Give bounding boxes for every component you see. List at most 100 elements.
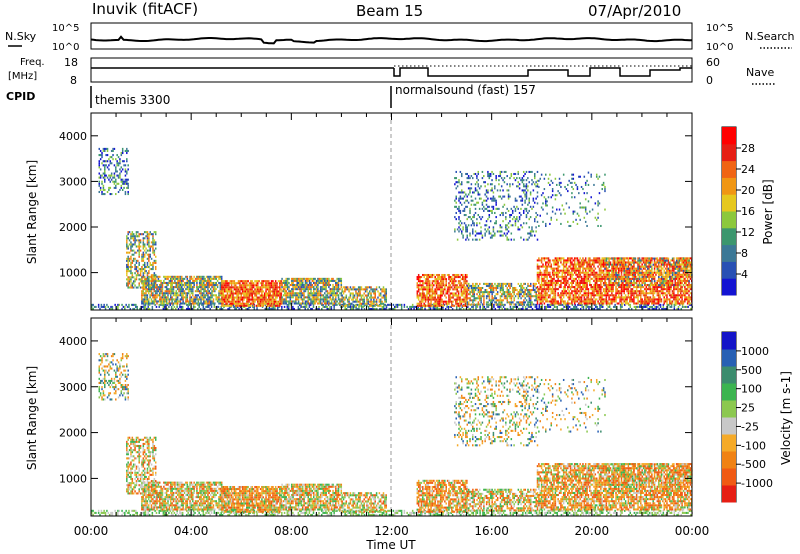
- power-cell-3532: [556, 261, 558, 264]
- power-cell-3466: [551, 302, 554, 305]
- beam-title: Beam 15: [356, 2, 423, 20]
- power-cell-3644: [565, 261, 568, 264]
- power-cell-3098: [498, 299, 500, 302]
- power-cell-1578: [250, 290, 252, 293]
- power-cell-1271: [212, 281, 215, 285]
- power-cell-3539: [557, 288, 559, 291]
- power-cell-366: [420, 307, 422, 310]
- power-cell-2339: [353, 294, 356, 297]
- power-cell-4897: [663, 265, 665, 268]
- power-cell-4660: [645, 298, 648, 301]
- power-cell-481: [517, 307, 520, 310]
- power-cell-4940: [667, 284, 670, 287]
- power-cell-931: [171, 290, 173, 293]
- power-cell-3120: [502, 299, 504, 302]
- power-cell-3809: [579, 275, 581, 278]
- power-cell-427: [472, 303, 475, 306]
- power-cell-2706: [439, 292, 442, 295]
- power-cell-2495: [416, 290, 419, 293]
- power-cell-847: [160, 286, 162, 289]
- power-cell-1798: [277, 300, 280, 303]
- power-cell-4435: [627, 302, 630, 305]
- power-cell-3445: [549, 279, 551, 282]
- power-cell-3416: [546, 271, 548, 274]
- power-cell-3752: [575, 284, 577, 287]
- power-cell-1407: [229, 296, 231, 299]
- power-cell-310: [371, 307, 374, 310]
- power-cell-791: [153, 290, 155, 293]
- power-cell-353: [409, 305, 411, 308]
- power-cell-3384: [543, 259, 546, 262]
- power-cell-399: [443, 303, 446, 306]
- power-cell-2421: [370, 286, 372, 289]
- power-cell-1965: [299, 290, 301, 293]
- power-cell-1981: [300, 281, 303, 285]
- power-cell-1154: [200, 302, 202, 305]
- power-cell-1048: [185, 275, 187, 278]
- power-cell-4644: [644, 292, 646, 295]
- power-cell-2115: [318, 298, 321, 301]
- power-cell-3236: [525, 289, 528, 292]
- power-cell-1317: [219, 281, 222, 285]
- power-cell-3300: [536, 267, 539, 270]
- power-cell-360: [414, 305, 417, 308]
- power-cell-2032: [307, 286, 309, 289]
- power-cell-1432: [232, 294, 234, 297]
- power-cell-4683: [646, 292, 649, 295]
- power-cell-4419: [626, 296, 628, 299]
- power-cell-1920: [293, 294, 296, 297]
- power-cell-4870: [662, 292, 664, 295]
- power-cell-1466: [236, 288, 238, 291]
- power-cell-4899: [663, 261, 665, 264]
- power-cell-2297: [344, 302, 346, 305]
- power-cell-811: [156, 300, 158, 303]
- power-cell-858: [161, 288, 164, 291]
- power-cell-1561: [247, 280, 249, 283]
- power-cell-3059: [491, 303, 493, 306]
- power-cell-155: [234, 307, 236, 310]
- power-cell-2953: [470, 299, 473, 302]
- power-cell-786: [153, 302, 155, 305]
- power-cell-2117: [318, 292, 321, 295]
- power-cell-813: [156, 294, 158, 297]
- power-cell-724: [145, 290, 147, 293]
- power-cell-4078: [600, 279, 602, 282]
- power-cell-1225: [207, 281, 209, 285]
- power-cell-71: [158, 303, 160, 306]
- power-cell-3802: [579, 292, 581, 295]
- power-cell-3093: [496, 286, 499, 290]
- power-cell-3255: [529, 301, 532, 304]
- power-cell-134: [213, 305, 216, 308]
- power-cell-2303: [345, 304, 348, 307]
- power-cell-1510: [241, 288, 244, 291]
- power-cell-654: [662, 303, 665, 306]
- power-cell-4345: [620, 286, 623, 289]
- power-cell-1435: [232, 286, 234, 289]
- power-cell-3105: [499, 295, 502, 298]
- power-cell-3606: [562, 269, 565, 272]
- power-cell-4238: [612, 284, 614, 287]
- power-cell-2849: [457, 294, 460, 297]
- power-cell-216: [287, 303, 290, 306]
- power-cell-180: [256, 305, 258, 308]
- power-cell-2366: [359, 290, 361, 293]
- power-cell-2158: [324, 288, 326, 291]
- power-cell-3440: [549, 294, 551, 297]
- power-cell-778: [152, 294, 154, 297]
- power-cell-2797: [450, 278, 453, 281]
- power-cell-627: [643, 305, 645, 308]
- power-cell-4117: [602, 271, 605, 274]
- power-cell-644: [655, 307, 658, 310]
- power-cell-3856: [583, 292, 586, 295]
- power-cell-1760: [272, 282, 274, 285]
- power-cell-351: [407, 307, 410, 310]
- power-cell-664: [673, 307, 676, 310]
- power-cell-1240: [208, 275, 211, 278]
- power-cell-1589: [251, 292, 254, 295]
- power-cell-2108: [317, 286, 319, 289]
- power-cell-2: [91, 303, 93, 306]
- power-cell-2449: [377, 296, 379, 299]
- power-cell-4811: [656, 261, 659, 264]
- power-cell-1124: [196, 296, 198, 299]
- power-cell-3026: [484, 289, 487, 292]
